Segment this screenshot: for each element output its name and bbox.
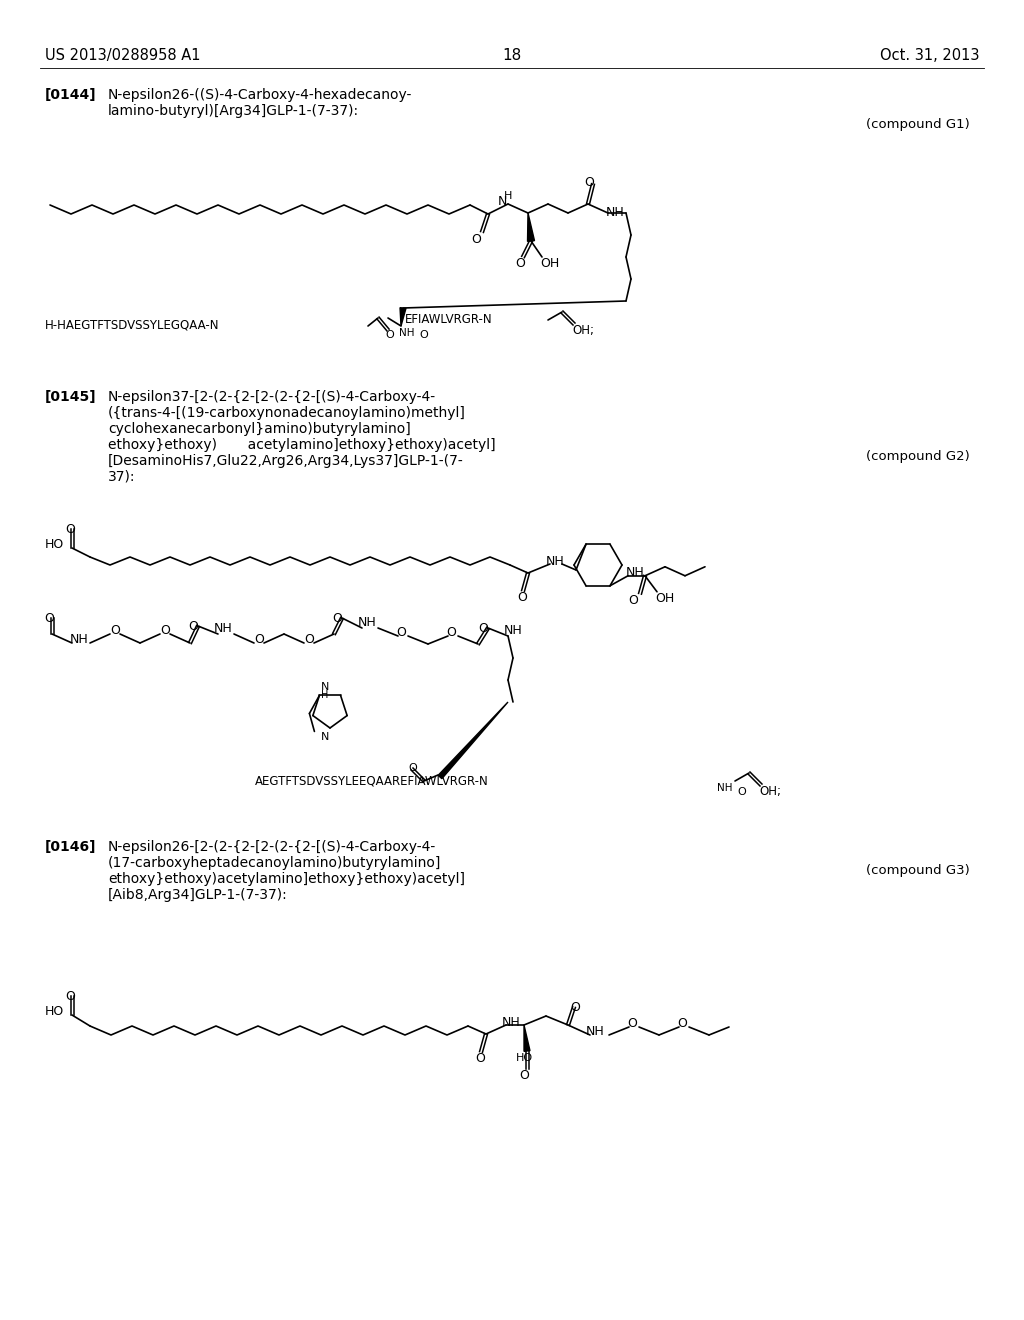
Text: (compound G2): (compound G2)	[866, 450, 970, 463]
Text: H: H	[504, 191, 512, 201]
Text: O: O	[570, 1001, 580, 1014]
Text: O: O	[628, 594, 638, 607]
Text: NH: NH	[70, 634, 89, 645]
Text: ethoxy}ethoxy)acetylamino]ethoxy}ethoxy)acetyl]: ethoxy}ethoxy)acetylamino]ethoxy}ethoxy)…	[108, 873, 465, 886]
Text: H-HAEGTFTSDVSSYLEGQAA-N: H-HAEGTFTSDVSSYLEGQAA-N	[45, 318, 219, 331]
Text: N: N	[498, 195, 507, 209]
Text: ethoxy}ethoxy)       acetylamino]ethoxy}ethoxy)acetyl]: ethoxy}ethoxy) acetylamino]ethoxy}ethoxy…	[108, 438, 496, 451]
Text: O: O	[515, 257, 525, 271]
Text: NH: NH	[546, 554, 565, 568]
Text: NH: NH	[504, 624, 522, 638]
Text: O: O	[65, 523, 75, 536]
Text: ({trans-4-[(19-carboxynonadecanoylamino)methyl]: ({trans-4-[(19-carboxynonadecanoylamino)…	[108, 407, 466, 420]
Text: NH: NH	[717, 783, 732, 793]
Text: OH;: OH;	[572, 323, 594, 337]
Text: NH: NH	[502, 1016, 521, 1030]
Text: (compound G1): (compound G1)	[866, 117, 970, 131]
Text: [0144]: [0144]	[45, 88, 96, 102]
Text: O: O	[385, 330, 394, 341]
Text: O: O	[475, 1052, 485, 1065]
Text: (compound G3): (compound G3)	[866, 865, 970, 876]
Text: [0145]: [0145]	[45, 389, 96, 404]
Text: OH: OH	[655, 591, 674, 605]
Text: cyclohexanecarbonyl}amino)butyrylamino]: cyclohexanecarbonyl}amino)butyrylamino]	[108, 422, 411, 436]
Text: [0146]: [0146]	[45, 840, 96, 854]
Text: O: O	[304, 634, 314, 645]
Text: O: O	[396, 626, 406, 639]
Text: N: N	[321, 682, 329, 692]
Text: NH: NH	[586, 1026, 605, 1038]
Text: O: O	[254, 634, 264, 645]
Text: AEGTFTSDVSSYLEEQAAREFIAWLVRGR-N: AEGTFTSDVSSYLEEQAAREFIAWLVRGR-N	[255, 775, 488, 788]
Text: O: O	[44, 612, 54, 624]
Text: O: O	[110, 624, 120, 638]
Text: N-epsilon37-[2-(2-{2-[2-(2-{2-[(S)-4-Carboxy-4-: N-epsilon37-[2-(2-{2-[2-(2-{2-[(S)-4-Car…	[108, 389, 436, 404]
Text: O: O	[737, 787, 745, 797]
Text: O: O	[188, 620, 198, 634]
Text: [DesaminoHis7,Glu22,Arg26,Arg34,Lys37]GLP-1-(7-: [DesaminoHis7,Glu22,Arg26,Arg34,Lys37]GL…	[108, 454, 464, 469]
Text: EFIAWLVRGR-N: EFIAWLVRGR-N	[406, 313, 493, 326]
Text: HO: HO	[516, 1053, 534, 1063]
Polygon shape	[527, 213, 535, 242]
Text: NH: NH	[358, 616, 377, 630]
Text: NH: NH	[399, 327, 415, 338]
Polygon shape	[438, 702, 508, 779]
Polygon shape	[524, 1026, 530, 1051]
Text: OH: OH	[540, 257, 559, 271]
Text: O: O	[584, 176, 594, 189]
Text: N: N	[321, 733, 329, 742]
Text: H: H	[322, 690, 329, 700]
Text: 18: 18	[503, 48, 521, 63]
Text: O: O	[478, 622, 488, 635]
Text: O: O	[471, 234, 481, 246]
Text: lamino-butyryl)[Arg34]GLP-1-(7-37):: lamino-butyryl)[Arg34]GLP-1-(7-37):	[108, 104, 359, 117]
Text: N-epsilon26-[2-(2-{2-[2-(2-{2-[(S)-4-Carboxy-4-: N-epsilon26-[2-(2-{2-[2-(2-{2-[(S)-4-Car…	[108, 840, 436, 854]
Text: O: O	[65, 990, 75, 1003]
Text: O: O	[446, 626, 456, 639]
Text: O: O	[517, 591, 527, 605]
Polygon shape	[400, 308, 406, 326]
Text: O: O	[627, 1016, 637, 1030]
Text: NH: NH	[214, 622, 232, 635]
Text: O: O	[519, 1069, 528, 1082]
Text: O: O	[332, 612, 342, 624]
Text: O: O	[408, 763, 417, 774]
Text: N-epsilon26-((S)-4-Carboxy-4-hexadecanoy-: N-epsilon26-((S)-4-Carboxy-4-hexadecanoy…	[108, 88, 413, 102]
Text: Oct. 31, 2013: Oct. 31, 2013	[881, 48, 980, 63]
Text: [Aib8,Arg34]GLP-1-(7-37):: [Aib8,Arg34]GLP-1-(7-37):	[108, 888, 288, 902]
Text: NH: NH	[606, 206, 625, 219]
Text: US 2013/0288958 A1: US 2013/0288958 A1	[45, 48, 201, 63]
Text: 37):: 37):	[108, 470, 135, 484]
Text: O: O	[677, 1016, 687, 1030]
Text: HO: HO	[45, 539, 65, 550]
Text: (17-carboxyheptadecanoylaminо)butyrylamino]: (17-carboxyheptadecanoylaminо)butyrylami…	[108, 855, 441, 870]
Text: NH: NH	[626, 566, 645, 578]
Text: O: O	[419, 330, 428, 341]
Text: O: O	[160, 624, 170, 638]
Text: OH;: OH;	[759, 785, 781, 799]
Text: HO: HO	[45, 1005, 65, 1018]
